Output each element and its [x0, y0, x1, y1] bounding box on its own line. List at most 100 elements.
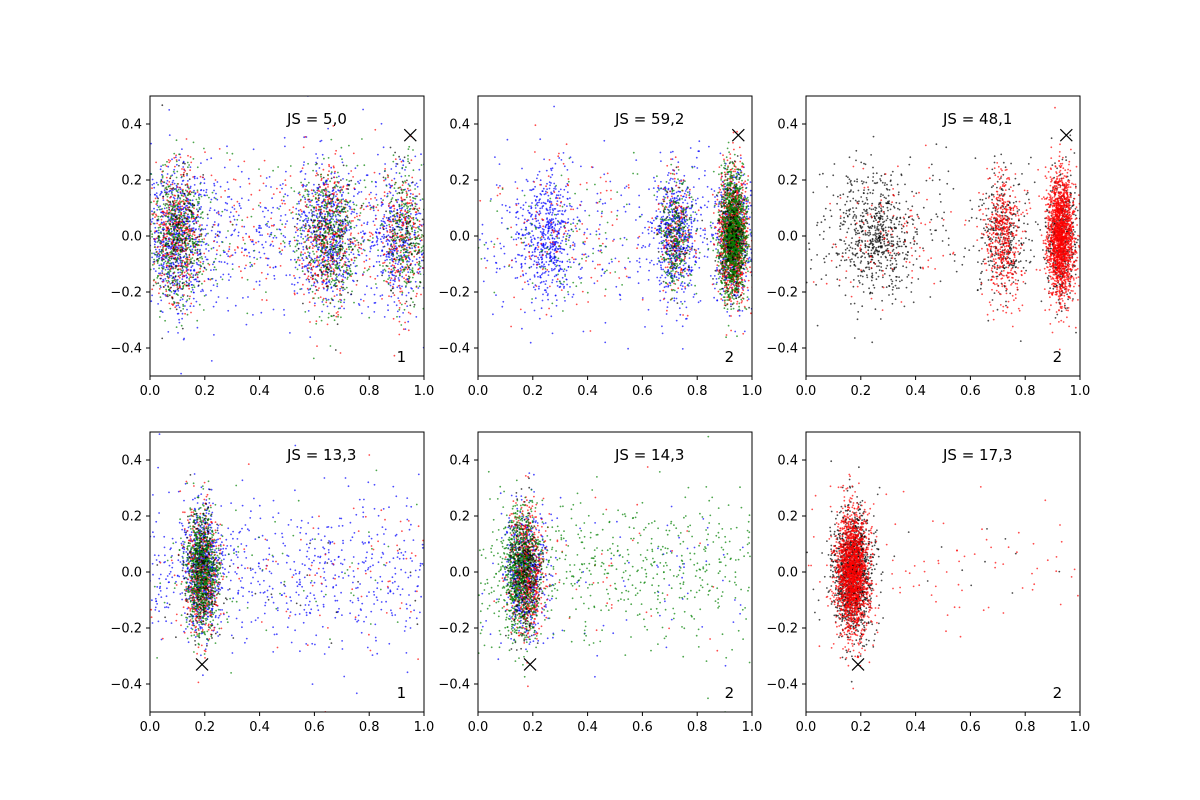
scatter-point: [159, 296, 162, 298]
scatter-point: [354, 265, 357, 268]
scatter-point: [199, 264, 202, 266]
scatter-point: [174, 210, 177, 213]
scatter-point: [216, 285, 219, 288]
scatter-point: [184, 242, 187, 245]
scatter-point: [174, 220, 177, 223]
scatter-point: [432, 312, 434, 314]
scatter-point: [295, 260, 298, 263]
scatter-point: [166, 294, 169, 296]
scatter-point: [336, 181, 339, 183]
scatter-point: [226, 209, 228, 212]
scatter-point: [162, 234, 165, 237]
scatter-points: [478, 105, 752, 350]
scatter-point: [318, 219, 321, 222]
scatter-point: [315, 153, 317, 155]
scatter-point: [368, 231, 371, 234]
scatter-point: [409, 268, 411, 271]
scatter-point: [296, 203, 298, 205]
scatter-point: [194, 252, 196, 254]
scatter-point: [338, 261, 341, 264]
scatter-point: [324, 213, 327, 216]
scatter-point: [427, 266, 429, 268]
scatter-point: [406, 305, 409, 307]
scatter-point: [402, 243, 405, 246]
scatter-point: [193, 234, 196, 237]
scatter-point: [333, 305, 336, 308]
scatter-point: [324, 221, 327, 224]
scatter-point: [388, 276, 391, 279]
scatter-point: [320, 177, 323, 180]
scatter-point: [335, 315, 338, 318]
scatter-point: [300, 227, 303, 229]
scatter-point: [321, 163, 323, 166]
scatter-point: [332, 263, 335, 265]
scatter-point: [400, 256, 403, 259]
scatter-point: [160, 232, 163, 235]
scatter-point: [162, 238, 165, 241]
scatter-point: [213, 223, 216, 226]
scatter-point: [228, 248, 231, 251]
scatter-point: [345, 198, 347, 201]
scatter-point: [207, 217, 209, 220]
scatter-point: [350, 212, 353, 215]
scatter-point: [266, 273, 269, 276]
scatter-point: [372, 207, 375, 210]
scatter-point: [337, 311, 339, 313]
scatter-point: [325, 299, 328, 302]
scatter-point: [412, 196, 414, 199]
scatter-point: [188, 216, 191, 219]
scatter-point: [285, 274, 288, 277]
scatter-point: [393, 269, 396, 271]
scatter-point: [164, 268, 167, 271]
scatter-point: [295, 249, 298, 252]
scatter-point: [300, 232, 302, 235]
scatter-point: [192, 274, 195, 276]
scatter-point: [188, 287, 191, 290]
scatter-point: [170, 203, 172, 206]
scatter-point: [244, 248, 247, 251]
scatter-point: [364, 293, 366, 296]
scatter-point: [358, 214, 361, 217]
scatter-point: [320, 277, 323, 280]
corner-label: 1: [397, 348, 407, 366]
scatter-point: [164, 278, 167, 280]
scatter-point: [175, 258, 178, 261]
scatter-point: [398, 270, 400, 273]
scatter-point: [162, 278, 165, 281]
scatter-point: [168, 238, 170, 241]
scatter-point: [407, 281, 410, 284]
x-tick-label: 0.2: [194, 384, 215, 399]
scatter-point: [352, 262, 355, 264]
scatter-point: [193, 259, 196, 262]
scatter-point: [162, 203, 165, 206]
scatter-point: [584, 209, 586, 212]
scatter-point: [384, 270, 387, 272]
scatter-point: [341, 238, 344, 240]
scatter-point: [331, 235, 334, 238]
scatter-point: [190, 302, 193, 305]
scatter-point: [145, 279, 147, 281]
scatter-point: [313, 245, 316, 248]
scatter-point: [208, 196, 210, 199]
scatter-point: [318, 316, 321, 318]
scatter-point: [295, 207, 298, 210]
scatter-point: [161, 272, 164, 274]
scatter-point: [394, 218, 397, 221]
scatter-point: [193, 204, 196, 207]
scatter-point: [216, 283, 219, 285]
scatter-point: [307, 239, 310, 242]
scatter-point: [399, 251, 402, 254]
scatter-point: [326, 266, 328, 269]
scatter-point: [198, 240, 201, 243]
scatter-point: [356, 249, 359, 251]
scatter-point: [339, 237, 342, 240]
scatter-point: [191, 235, 194, 238]
scatter-point: [229, 255, 231, 258]
scatter-point: [566, 169, 569, 171]
scatter-point: [253, 249, 256, 252]
scatter-point: [331, 261, 334, 263]
scatter-point: [191, 238, 194, 241]
scatter-point: [247, 296, 249, 298]
scatter-point: [354, 167, 357, 170]
scatter-point: [166, 183, 169, 186]
